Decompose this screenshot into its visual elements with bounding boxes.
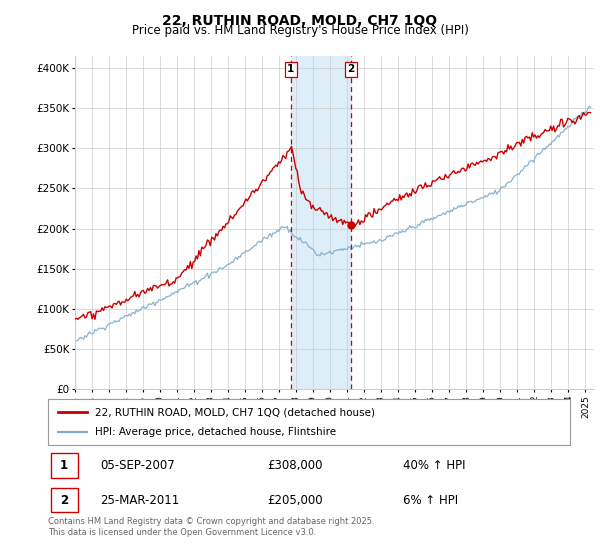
Text: 40% ↑ HPI: 40% ↑ HPI [403,459,466,472]
FancyBboxPatch shape [48,399,570,445]
Text: 1: 1 [287,64,295,74]
Text: £308,000: £308,000 [267,459,323,472]
Text: Contains HM Land Registry data © Crown copyright and database right 2025.
This d: Contains HM Land Registry data © Crown c… [48,517,374,537]
Text: 2: 2 [347,64,355,74]
FancyBboxPatch shape [50,453,78,478]
Text: 05-SEP-2007: 05-SEP-2007 [100,459,175,472]
Text: 2: 2 [60,493,68,507]
Text: Price paid vs. HM Land Registry's House Price Index (HPI): Price paid vs. HM Land Registry's House … [131,24,469,37]
Text: £205,000: £205,000 [267,493,323,507]
FancyBboxPatch shape [50,488,78,512]
Text: HPI: Average price, detached house, Flintshire: HPI: Average price, detached house, Flin… [95,427,336,437]
Bar [291,56,351,389]
Text: 25-MAR-2011: 25-MAR-2011 [100,493,179,507]
Text: 22, RUTHIN ROAD, MOLD, CH7 1QQ (detached house): 22, RUTHIN ROAD, MOLD, CH7 1QQ (detached… [95,407,375,417]
Text: 22, RUTHIN ROAD, MOLD, CH7 1QQ: 22, RUTHIN ROAD, MOLD, CH7 1QQ [163,14,437,28]
Text: 1: 1 [60,459,68,472]
Text: 6% ↑ HPI: 6% ↑ HPI [403,493,458,507]
